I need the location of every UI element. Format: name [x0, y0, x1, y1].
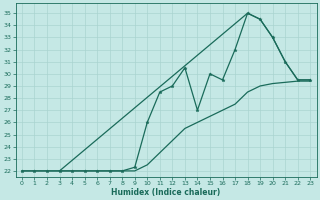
X-axis label: Humidex (Indice chaleur): Humidex (Indice chaleur): [111, 188, 221, 197]
